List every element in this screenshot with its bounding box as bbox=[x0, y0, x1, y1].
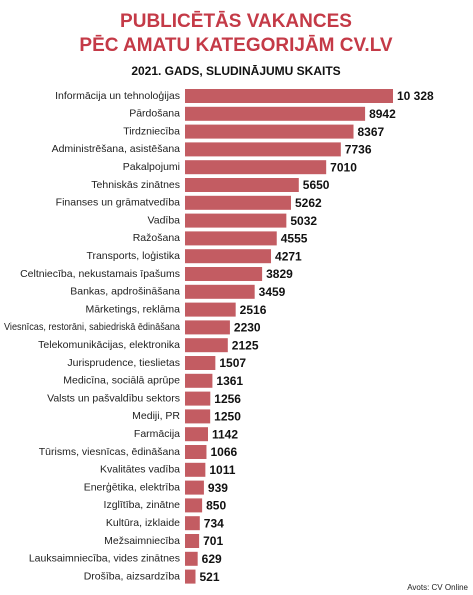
bar bbox=[185, 231, 277, 246]
value-label: 8942 bbox=[369, 107, 396, 121]
bar bbox=[185, 356, 216, 370]
bar bbox=[185, 480, 204, 495]
value-label: 7736 bbox=[345, 143, 372, 157]
value-label: 1507 bbox=[219, 356, 246, 370]
category-label: Bankas, apdrošināšana bbox=[70, 286, 180, 298]
value-label: 734 bbox=[204, 516, 224, 530]
category-label: Celtniecība, nekustamais īpašums bbox=[20, 268, 180, 280]
category-label: Informācija un tehnoloģijas bbox=[55, 89, 180, 102]
value-label: 4271 bbox=[275, 249, 302, 263]
bar bbox=[185, 498, 203, 513]
value-label: 5262 bbox=[295, 196, 322, 210]
bar bbox=[185, 534, 200, 548]
bar bbox=[185, 302, 236, 317]
chart-title: PĒC AMATU KATEGORIJĀM CV.LV bbox=[79, 35, 392, 56]
bar bbox=[185, 516, 200, 531]
bar bbox=[185, 338, 228, 353]
value-label: 4555 bbox=[281, 232, 308, 246]
category-label: Enerģētika, elektrība bbox=[84, 480, 180, 493]
category-label: Medicīna, sociālā aprūpe bbox=[63, 375, 180, 387]
category-label: Transports, loģistika bbox=[86, 249, 180, 262]
category-label: Tūrisms, viesnīcas, ēdināšana bbox=[39, 446, 180, 458]
category-label: Izglītība, zinātne bbox=[104, 499, 181, 511]
category-label: Administrēšana, asistēšana bbox=[52, 143, 181, 155]
bar bbox=[185, 427, 208, 442]
value-label: 1256 bbox=[214, 392, 241, 406]
value-label: 701 bbox=[203, 534, 223, 548]
category-label: Kultūra, izklaide bbox=[106, 517, 180, 529]
bar bbox=[185, 249, 272, 264]
bar bbox=[185, 320, 230, 335]
category-label: Viesnīcas, restorāni, sabiedriskā ēdināš… bbox=[4, 321, 180, 333]
chart-subtitle: 2021. GADS, SLUDINĀJUMU SKAITS bbox=[131, 64, 340, 78]
value-label: 3459 bbox=[259, 285, 286, 299]
bar bbox=[185, 409, 211, 424]
value-label: 5650 bbox=[303, 178, 330, 192]
value-label: 3829 bbox=[266, 267, 293, 281]
value-label: 521 bbox=[199, 570, 219, 584]
value-label: 2230 bbox=[234, 321, 261, 335]
value-label: 939 bbox=[208, 481, 228, 495]
value-label: 850 bbox=[206, 499, 226, 513]
category-label: Mārketings, reklāma bbox=[85, 303, 180, 315]
bar bbox=[185, 569, 196, 584]
bar bbox=[185, 142, 341, 157]
value-label: 1361 bbox=[216, 374, 243, 388]
category-label: Kvalitātes vadība bbox=[100, 464, 180, 476]
category-label: Farmācija bbox=[134, 428, 180, 440]
category-label: Jurisprudence, tieslietas bbox=[67, 357, 180, 369]
value-label: 2125 bbox=[232, 338, 259, 352]
category-label: Telekomunikācijas, elektronika bbox=[38, 339, 180, 351]
category-label: Mediji, PR bbox=[132, 410, 180, 422]
bar bbox=[185, 551, 198, 566]
bar bbox=[185, 195, 291, 210]
bar bbox=[185, 462, 206, 477]
value-label: 2516 bbox=[240, 303, 267, 317]
bar bbox=[185, 391, 211, 406]
source: Avots: CV Online bbox=[407, 583, 468, 592]
value-label: 10 328 bbox=[397, 89, 434, 103]
bar bbox=[185, 213, 287, 228]
category-label: Finanses un grāmatvedība bbox=[56, 197, 180, 209]
bar bbox=[185, 284, 255, 299]
value-label: 8367 bbox=[358, 125, 385, 139]
bar bbox=[185, 267, 263, 281]
value-label: 5032 bbox=[290, 214, 317, 228]
category-label: Lauksaimniecība, vides zinātnes bbox=[29, 553, 180, 565]
bar bbox=[185, 124, 354, 139]
category-label: Mežsaimniecība bbox=[104, 535, 180, 547]
category-label: Tirdzniecība bbox=[123, 125, 180, 137]
bar bbox=[185, 160, 327, 175]
category-label: Pārdošana bbox=[129, 108, 180, 120]
value-label: 7010 bbox=[330, 160, 357, 174]
bar bbox=[185, 89, 394, 103]
bar bbox=[185, 373, 213, 388]
value-label: 1011 bbox=[209, 463, 235, 477]
chart-title: PUBLICĒTĀS VAKANCES bbox=[120, 11, 352, 32]
category-label: Vadība bbox=[148, 214, 181, 226]
category-label: Valsts un pašvaldību sektors bbox=[47, 392, 180, 404]
category-label: Pakalpojumi bbox=[123, 161, 180, 173]
value-label: 1066 bbox=[210, 445, 237, 459]
value-label: 1142 bbox=[212, 427, 238, 441]
category-label: Ražošana bbox=[133, 232, 180, 244]
bar bbox=[185, 106, 366, 121]
category-label: Drošība, aizsardzība bbox=[84, 570, 180, 582]
value-label: 629 bbox=[202, 552, 222, 566]
bar bbox=[185, 445, 207, 459]
bar bbox=[185, 178, 299, 192]
value-label: 1250 bbox=[214, 410, 241, 424]
category-label: Tehniskās zinātnes bbox=[91, 179, 180, 191]
